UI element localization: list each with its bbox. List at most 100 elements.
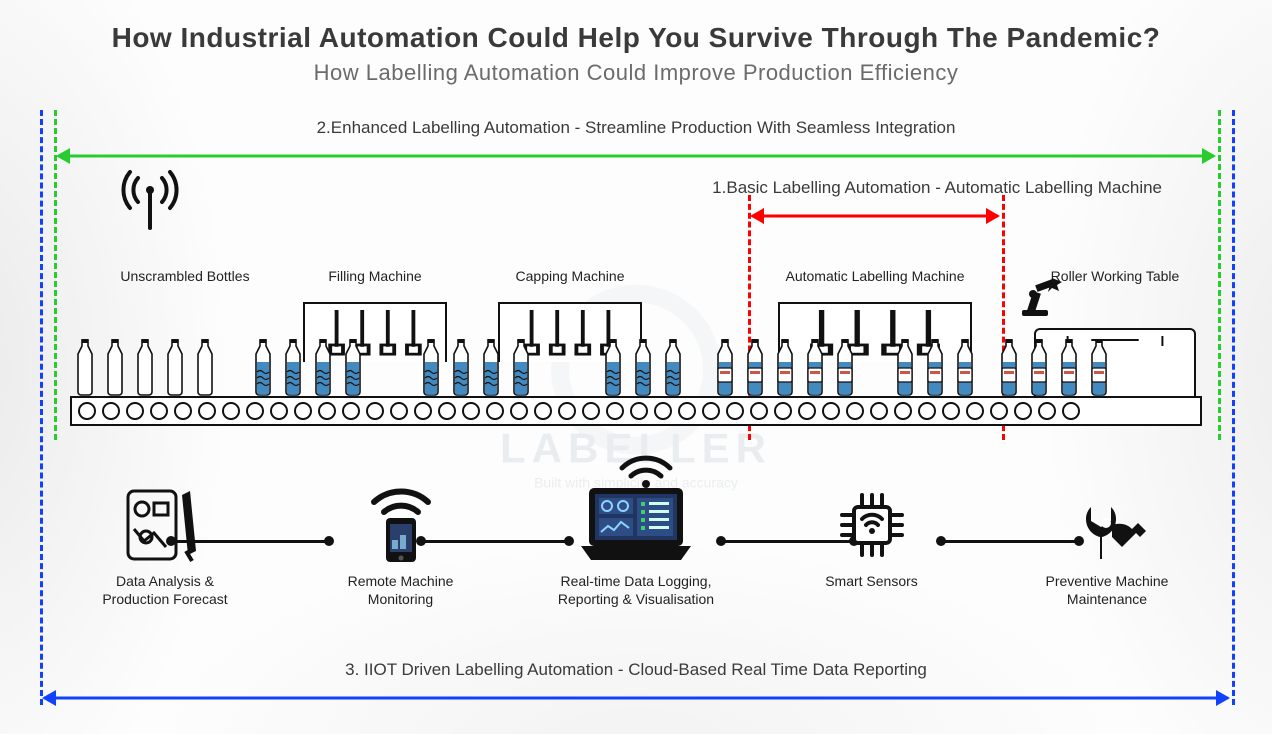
bottles-row	[70, 330, 1202, 396]
conveyor-roller	[702, 402, 720, 420]
enhanced-span-arrow	[58, 148, 1214, 164]
labelled-bottle	[713, 338, 737, 396]
conveyor-roller	[894, 402, 912, 420]
page-title: How Industrial Automation Could Help You…	[0, 0, 1272, 54]
conveyor-roller	[558, 402, 576, 420]
filled-bottle	[281, 338, 305, 396]
conveyor-roller	[222, 402, 240, 420]
conveyor-roller	[630, 402, 648, 420]
empty-bottle	[103, 338, 127, 396]
empty-bottle	[193, 338, 217, 396]
conveyor-roller	[1062, 402, 1080, 420]
station-label: Automatic Labelling Machine	[770, 268, 980, 284]
labelled-bottle	[1087, 338, 1111, 396]
conveyor-roller	[966, 402, 984, 420]
iiot-label: Preventive MachineMaintenance	[1046, 573, 1169, 608]
conveyor-roller	[294, 402, 312, 420]
iiot-span-arrow	[44, 690, 1228, 706]
filled-bottle	[509, 338, 533, 396]
conveyor-roller	[78, 402, 96, 420]
conveyor-roller	[126, 402, 144, 420]
empty-bottle	[133, 338, 157, 396]
conveyor-roller	[774, 402, 792, 420]
labelled-bottle	[1027, 338, 1051, 396]
labelled-bottle	[1057, 338, 1081, 396]
filled-bottle	[601, 338, 625, 396]
conveyor-roller	[606, 402, 624, 420]
station-label: Unscrambled Bottles	[100, 268, 270, 284]
iiot-sensors: Smart Sensors	[777, 485, 967, 591]
conveyor-roller	[1014, 402, 1032, 420]
iiot-remote: Remote MachineMonitoring	[306, 485, 496, 608]
filled-bottle	[479, 338, 503, 396]
conveyor-roller	[414, 402, 432, 420]
labelled-bottle	[953, 338, 977, 396]
filled-bottle	[631, 338, 655, 396]
conveyor-roller	[462, 402, 480, 420]
filled-bottle	[419, 338, 443, 396]
conveyor-roller	[990, 402, 1008, 420]
station-label: Filling Machine	[295, 268, 455, 284]
conveyor-roller	[822, 402, 840, 420]
remote-icon	[356, 485, 446, 565]
diagram-stage: How Industrial Automation Could Help You…	[0, 0, 1272, 734]
labelled-bottle	[743, 338, 767, 396]
logging-icon	[571, 485, 701, 565]
conveyor-roller	[582, 402, 600, 420]
conveyor-roller	[942, 402, 960, 420]
iiot-guide	[1232, 110, 1235, 705]
labelled-bottle	[773, 338, 797, 396]
conveyor-roller	[102, 402, 120, 420]
labelled-bottle	[803, 338, 827, 396]
page-subtitle: How Labelling Automation Could Improve P…	[0, 60, 1272, 86]
conveyor-roller	[174, 402, 192, 420]
conveyor-roller	[198, 402, 216, 420]
basic-span-label: 1.Basic Labelling Automation - Automatic…	[712, 178, 1162, 198]
iiot-span-label: 3. IIOT Driven Labelling Automation - Cl…	[345, 660, 927, 680]
empty-bottle	[73, 338, 97, 396]
labelled-bottle	[997, 338, 1021, 396]
conveyor-roller	[1038, 402, 1056, 420]
conveyor-roller	[270, 402, 288, 420]
filled-bottle	[251, 338, 275, 396]
conveyor-roller	[798, 402, 816, 420]
labelled-bottle	[833, 338, 857, 396]
conveyor-roller	[750, 402, 768, 420]
conveyor-roller	[726, 402, 744, 420]
iiot-label: Remote MachineMonitoring	[348, 573, 454, 608]
empty-bottle	[163, 338, 187, 396]
conveyor-roller	[534, 402, 552, 420]
conveyor-roller	[318, 402, 336, 420]
conveyor-roller	[678, 402, 696, 420]
robot-arm-icon	[1018, 278, 1064, 323]
filled-bottle	[449, 338, 473, 396]
maint-icon	[1062, 485, 1152, 565]
filled-bottle	[661, 338, 685, 396]
conveyor-roller	[918, 402, 936, 420]
basic-span-arrow	[752, 208, 998, 224]
station-label: Capping Machine	[490, 268, 650, 284]
enhanced-span-label: 2.Enhanced Labelling Automation - Stream…	[317, 118, 956, 138]
iiot-analysis: Data Analysis &Production Forecast	[70, 485, 260, 608]
labelled-bottle	[923, 338, 947, 396]
iiot-maint: Preventive MachineMaintenance	[1012, 485, 1202, 608]
conveyor-roller	[150, 402, 168, 420]
iiot-label: Data Analysis &Production Forecast	[102, 573, 227, 608]
iiot-label: Smart Sensors	[825, 573, 918, 591]
iiot-label: Real-time Data Logging,Reporting & Visua…	[558, 573, 714, 608]
sensors-icon	[832, 485, 912, 565]
conveyor-belt	[70, 396, 1202, 426]
conveyor-roller	[846, 402, 864, 420]
conveyor-roller	[366, 402, 384, 420]
iiot-logging: Real-time Data Logging,Reporting & Visua…	[541, 485, 731, 608]
filled-bottle	[311, 338, 335, 396]
conveyor-roller	[486, 402, 504, 420]
conveyor-roller	[870, 402, 888, 420]
conveyor-roller	[510, 402, 528, 420]
broadcast-icon	[110, 170, 190, 235]
conveyor-roller	[342, 402, 360, 420]
filled-bottle	[341, 338, 365, 396]
conveyor-roller	[654, 402, 672, 420]
enhanced-guide	[1218, 110, 1221, 440]
iiot-guide	[40, 110, 43, 705]
